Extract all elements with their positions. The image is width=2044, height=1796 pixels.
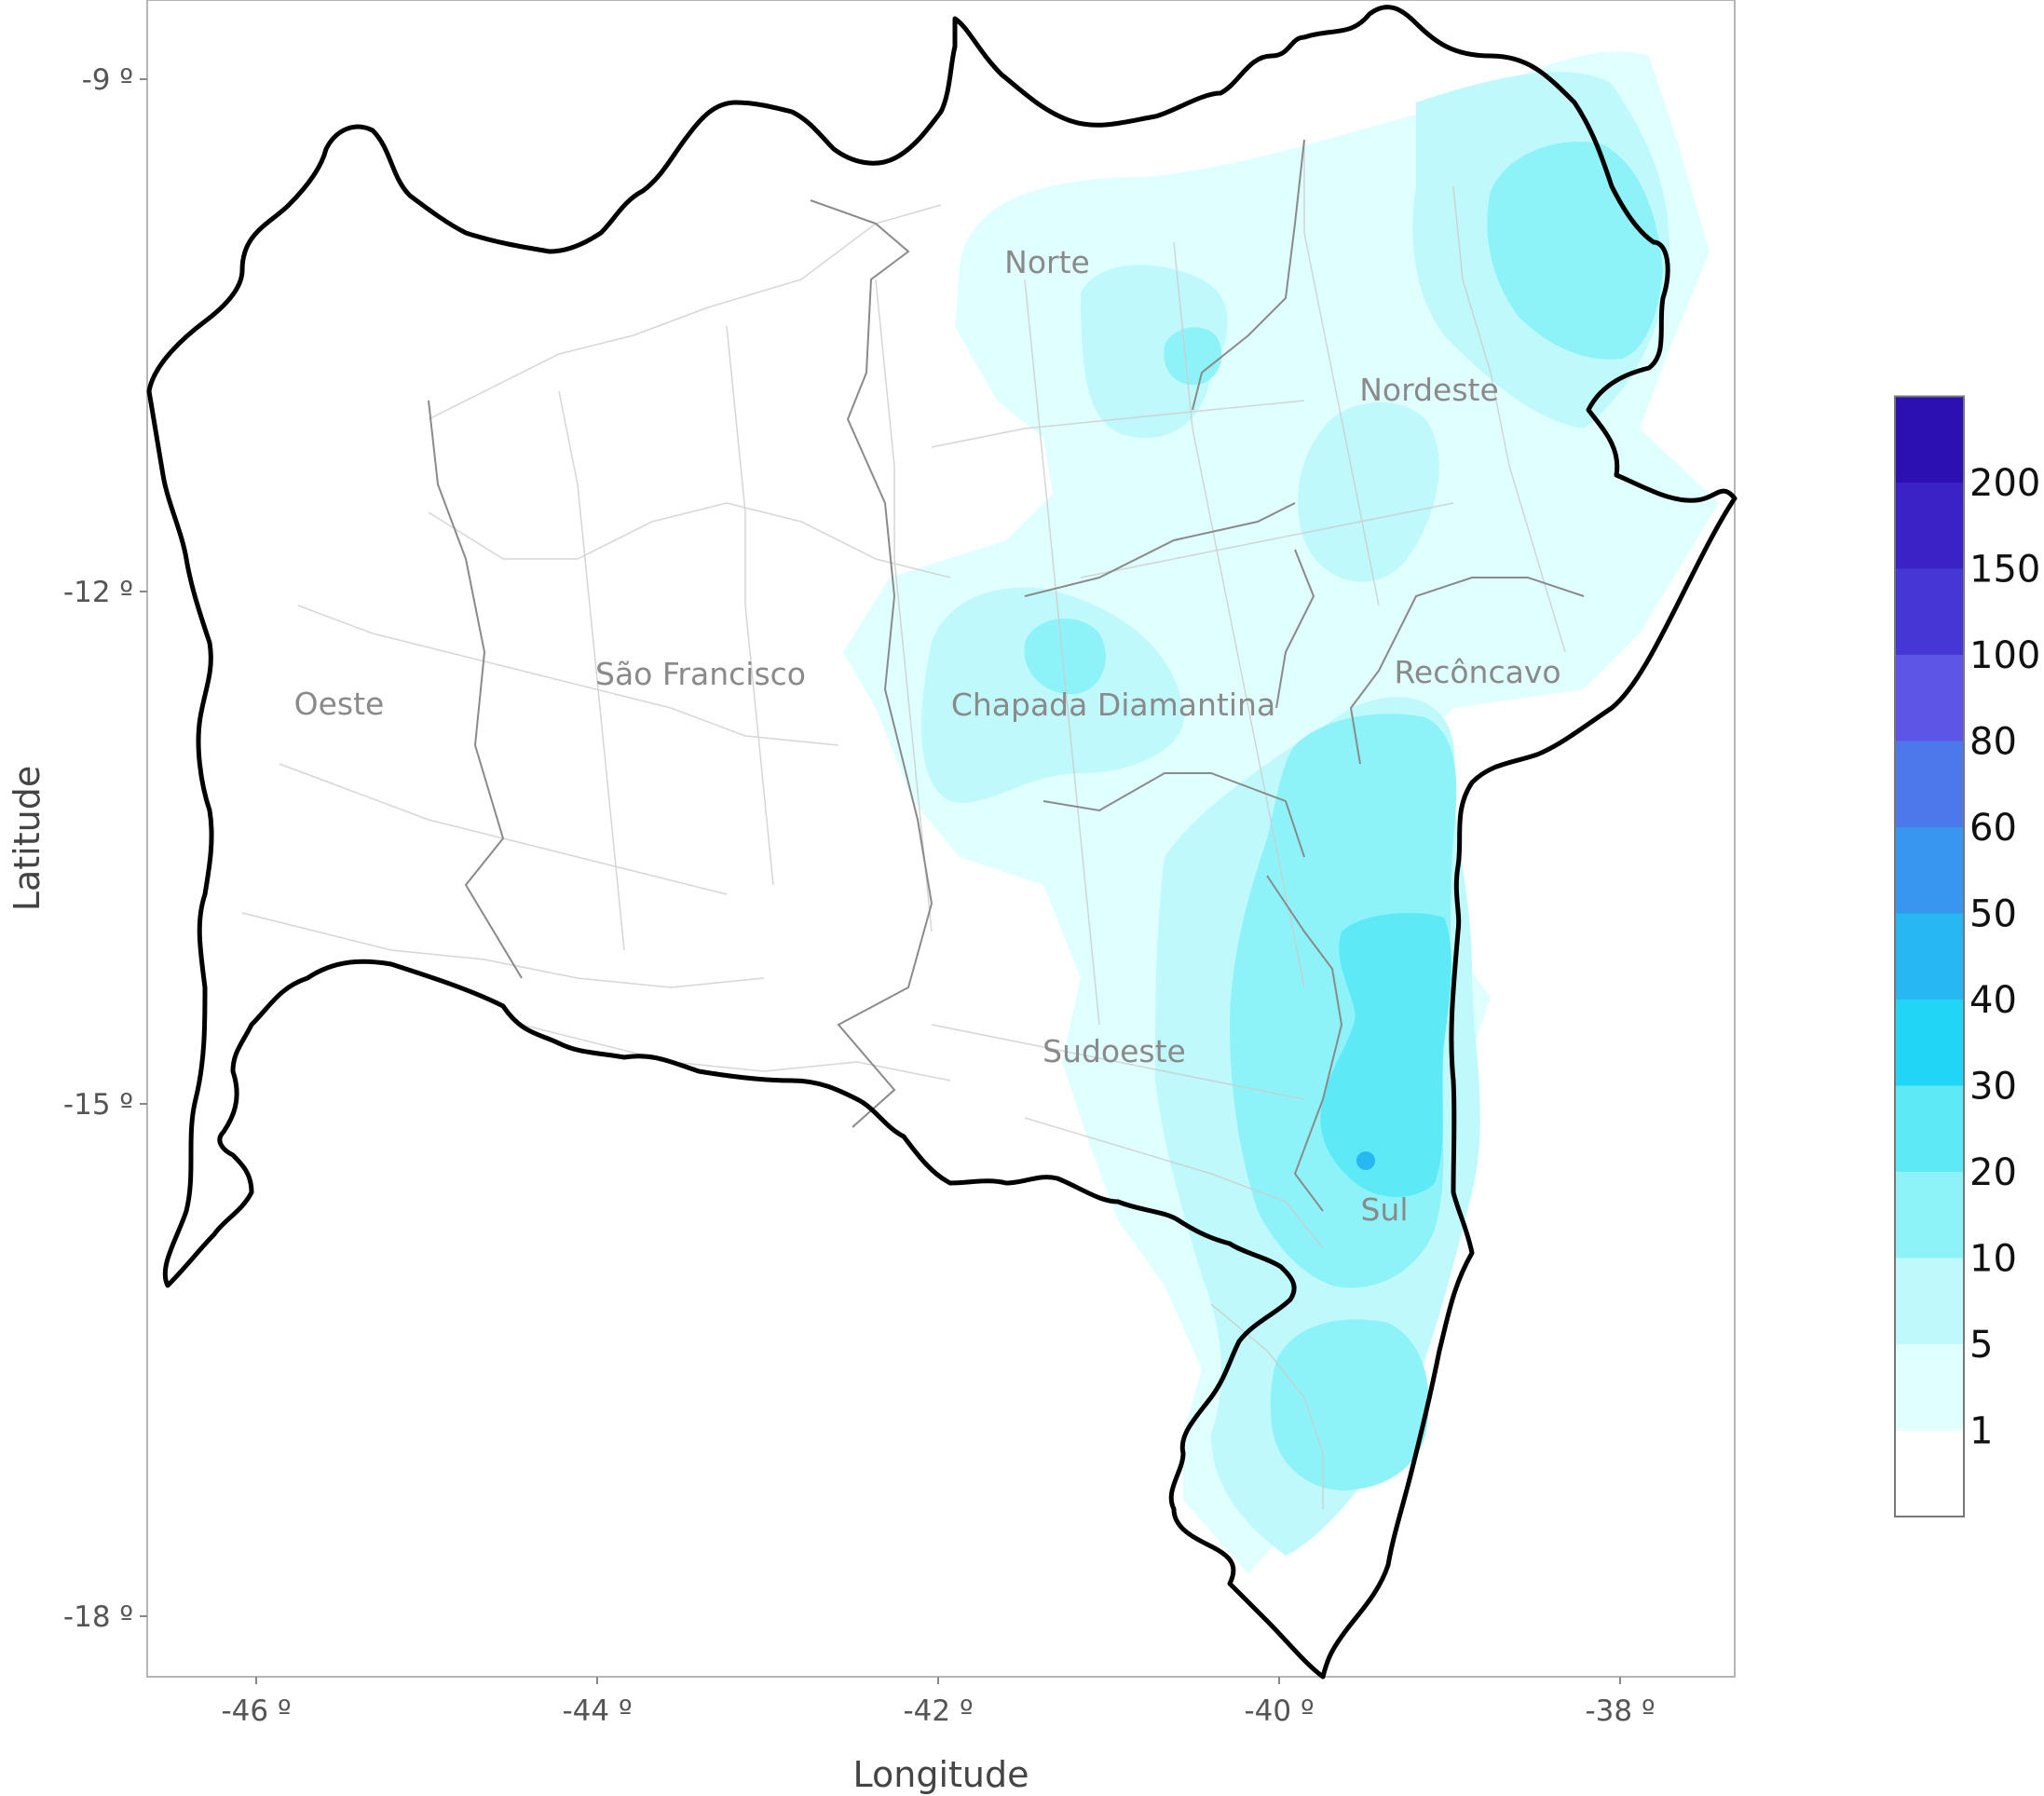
legend-color-band bbox=[1895, 396, 1964, 483]
legend-color-band bbox=[1895, 913, 1964, 1000]
zone-lightmed-chapada bbox=[920, 587, 1185, 803]
y-tick-label: -12 º bbox=[63, 576, 133, 609]
legend-label: 10 bbox=[1969, 1238, 2017, 1281]
legend-border bbox=[1894, 395, 1965, 1517]
municipal-boundaries bbox=[241, 140, 1566, 1509]
legend-color-band bbox=[1895, 741, 1964, 827]
legend-label: 80 bbox=[1969, 721, 2017, 764]
legend-color-band bbox=[1895, 1344, 1964, 1431]
legend-label: 40 bbox=[1969, 979, 2017, 1022]
x-tick-label: -44 º bbox=[562, 1694, 632, 1728]
legend-label: 100 bbox=[1969, 634, 2040, 677]
region-label-chapada-diamantina: Chapada Diamantina bbox=[951, 687, 1275, 723]
legend-label: 50 bbox=[1969, 893, 2017, 936]
y-axis-title: Latitude bbox=[7, 766, 48, 911]
legend-color-band bbox=[1895, 655, 1964, 742]
region-label-nordeste: Nordeste bbox=[1359, 372, 1499, 408]
zone-peak-south bbox=[1356, 1151, 1375, 1170]
legend-label: 5 bbox=[1969, 1324, 1993, 1367]
region-label-oeste: Oeste bbox=[294, 686, 385, 722]
legend-label: 30 bbox=[1969, 1066, 2017, 1109]
region-label-sao-francisco: São Francisco bbox=[595, 656, 806, 692]
region-label-norte: Norte bbox=[1004, 244, 1090, 280]
zone-medium-chapada bbox=[1024, 618, 1106, 695]
legend-color-band bbox=[1895, 1430, 1964, 1517]
legend-color-band bbox=[1895, 1172, 1964, 1259]
region-label-sudoeste: Sudoeste bbox=[1042, 1033, 1186, 1069]
region-label-sul: Sul bbox=[1360, 1191, 1408, 1228]
region-label-reconcavo: Recôncavo bbox=[1394, 654, 1560, 690]
x-tick-label: -38 º bbox=[1585, 1694, 1655, 1728]
x-tick-label: -40 º bbox=[1244, 1694, 1314, 1728]
zone-medium-north bbox=[1164, 327, 1222, 386]
x-axis-title: Longitude bbox=[853, 1754, 1029, 1795]
zone-lightmed-central bbox=[1081, 265, 1228, 438]
legend-color-band bbox=[1895, 1000, 1964, 1086]
legend-color-band bbox=[1895, 1258, 1964, 1344]
y-axis: -9 º -12 º -15 º -18 º bbox=[63, 63, 147, 1634]
legend-color-band bbox=[1895, 483, 1964, 569]
zone-lightmed-nordeste bbox=[1297, 401, 1439, 582]
y-tick-label: -15 º bbox=[63, 1088, 133, 1122]
bahia-outline bbox=[146, 5, 1737, 1680]
precipitation-field bbox=[843, 51, 1719, 1575]
zone-high-south bbox=[1320, 913, 1451, 1197]
legend-color-band bbox=[1895, 568, 1964, 655]
legend-label: 20 bbox=[1969, 1151, 2017, 1194]
y-tick-label: -9 º bbox=[82, 63, 133, 97]
region-labels: Norte Nordeste Oeste São Francisco Chapa… bbox=[294, 244, 1561, 1228]
legend-label: 150 bbox=[1969, 549, 2040, 592]
x-tick-label: -46 º bbox=[221, 1694, 291, 1728]
x-tick-label: -42 º bbox=[903, 1694, 973, 1728]
regional-boundaries bbox=[428, 139, 1585, 1212]
x-axis: -46 º -44 º -42 º -40 º -38 º bbox=[221, 1677, 1656, 1728]
y-tick-label: -18 º bbox=[63, 1600, 133, 1634]
zone-medium-far-south bbox=[1270, 1319, 1429, 1490]
legend-label: 1 bbox=[1969, 1410, 1993, 1453]
legend-label: 60 bbox=[1969, 807, 2017, 850]
legend-colorbar: 1 5 10 20 30 40 50 60 80 100 150 200 bbox=[1894, 395, 2040, 1517]
legend-label: 200 bbox=[1969, 462, 2040, 505]
legend-color-band bbox=[1895, 827, 1964, 914]
legend-color-band bbox=[1895, 1085, 1964, 1172]
